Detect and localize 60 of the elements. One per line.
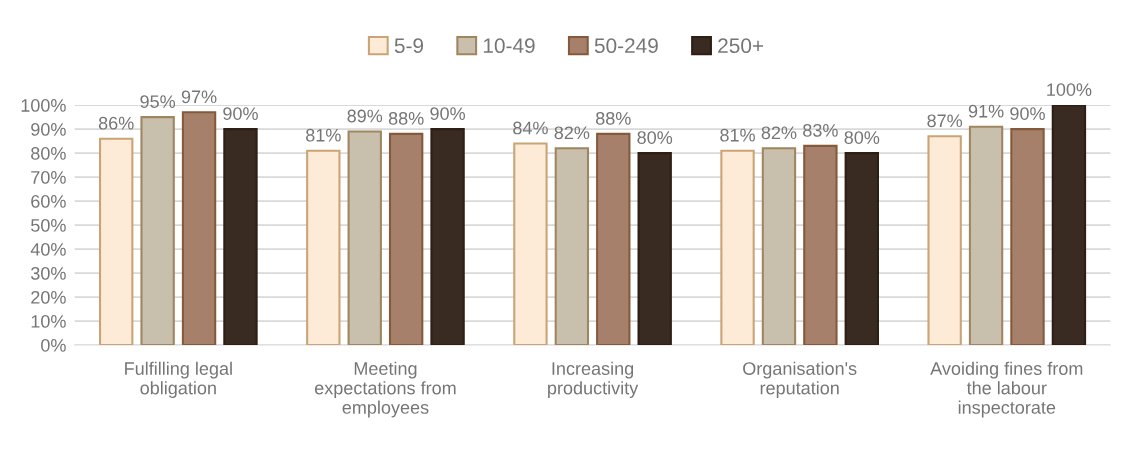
y-tick-label: 60%	[31, 195, 66, 208]
data-label: 83%	[803, 123, 838, 137]
bar	[761, 147, 797, 346]
bar	[430, 128, 465, 346]
data-label: 90%	[1010, 107, 1045, 120]
bar	[927, 135, 962, 346]
legend-label: 5-9	[394, 38, 424, 54]
data-label: 87%	[927, 114, 963, 128]
x-tick-label: Meeting expectations from employees	[314, 361, 456, 418]
y-tick-label: 70%	[31, 171, 66, 184]
data-label: 86%	[98, 116, 134, 130]
y-tick-label: 20%	[31, 290, 66, 304]
data-label: 90%	[223, 107, 258, 120]
data-label: 95%	[140, 95, 176, 108]
bar	[1051, 105, 1087, 346]
y-tick-label: 0%	[41, 338, 66, 352]
bar	[1010, 128, 1045, 346]
bar	[844, 152, 879, 346]
x-tick-label: Increasing productivity	[548, 361, 639, 398]
bar	[803, 144, 838, 346]
data-label: 82%	[554, 126, 590, 140]
x-tick-label: Fulfilling legal obligation	[125, 361, 232, 398]
y-tick-label: 30%	[31, 266, 66, 280]
y-tick-label: 10%	[31, 314, 66, 328]
legend-label: 50-249	[594, 38, 658, 54]
bar	[554, 147, 590, 346]
y-tick-label: 50%	[31, 219, 66, 232]
data-label: 81%	[306, 128, 341, 142]
data-label: 90%	[430, 107, 466, 120]
data-label: 80%	[844, 131, 880, 144]
legend-label: 250+	[718, 38, 764, 54]
y-tick-label: 40%	[30, 243, 66, 256]
data-label: 91%	[968, 104, 1004, 118]
bar	[513, 142, 548, 346]
bar	[306, 149, 341, 346]
data-label: 97%	[181, 90, 217, 104]
bar	[99, 137, 134, 346]
y-tick-label: 100%	[21, 99, 66, 112]
bar	[388, 132, 424, 346]
data-label: 84%	[513, 121, 548, 135]
legend-label: 10-49	[483, 38, 535, 54]
bar	[181, 111, 217, 346]
data-label: 89%	[347, 109, 383, 123]
x-tick-label: Organisation's reputation	[743, 361, 857, 398]
bar	[637, 152, 672, 346]
data-label: 80%	[637, 131, 673, 144]
data-label: 88%	[388, 111, 424, 125]
bar	[347, 130, 382, 346]
data-label: 81%	[720, 128, 755, 142]
bar	[596, 132, 631, 346]
bar	[223, 128, 258, 346]
y-tick-label: 90%	[31, 123, 66, 136]
bar	[140, 116, 175, 346]
data-label: 82%	[761, 126, 797, 140]
bar	[968, 125, 1004, 346]
x-tick-label: Avoiding fines from the labour inspectorate	[930, 361, 1083, 418]
y-tick-label: 80%	[31, 147, 66, 160]
data-label: 88%	[595, 111, 631, 125]
data-label: 100%	[1047, 83, 1092, 96]
bar	[720, 149, 755, 346]
